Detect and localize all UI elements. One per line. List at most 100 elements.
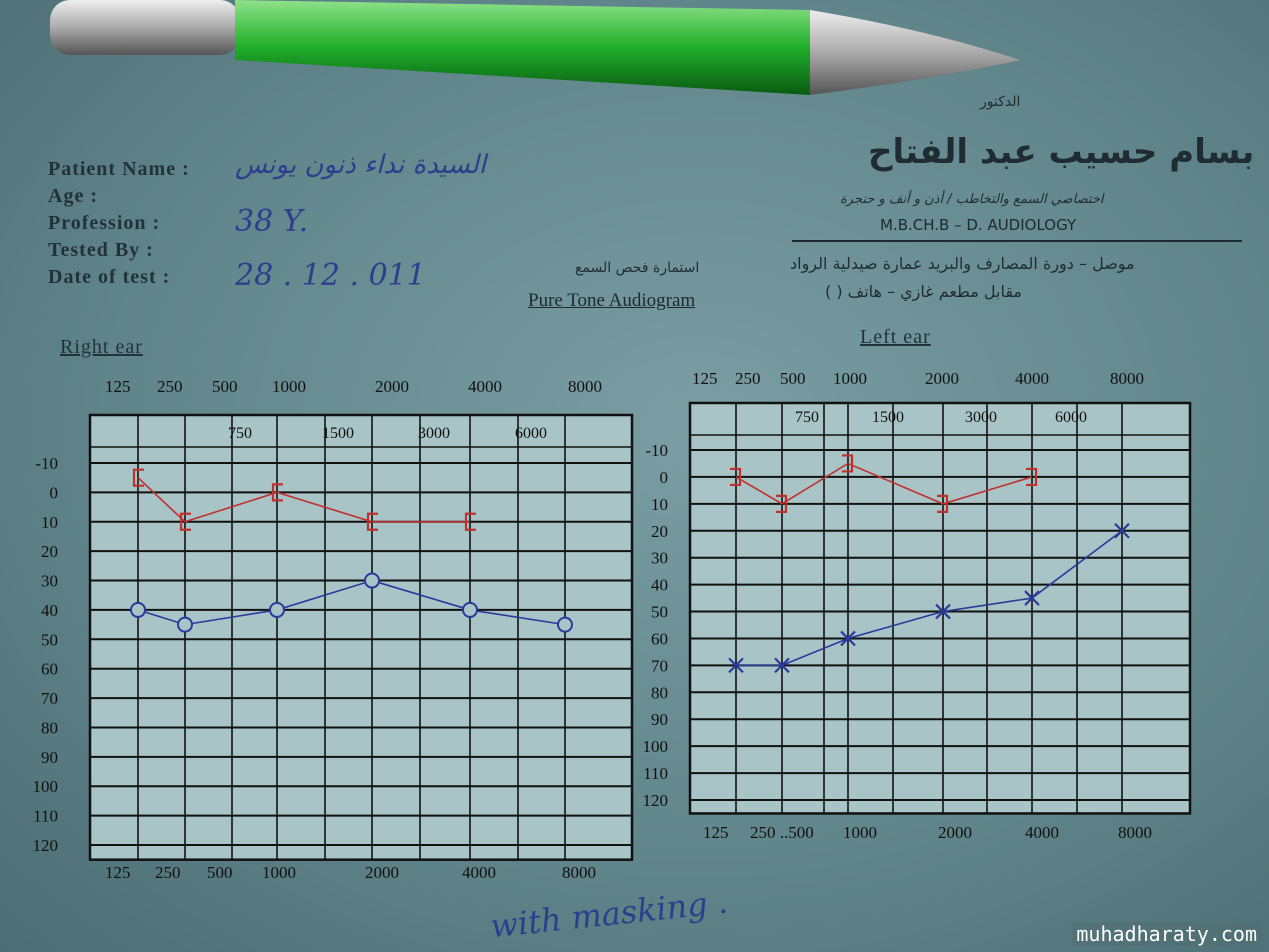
x-bottom-tick-label: 2000 [938,823,972,842]
specialty: اختصاصي السمع والتخاطب / أذن و أنف و حنج… [840,192,1104,207]
y-tick-label: 80 [651,683,668,702]
field-label: Age : [48,185,98,207]
y-tick-label: 20 [41,542,58,561]
bone-conduction-point [842,454,854,473]
bone-conduction-point [937,494,949,513]
y-tick-label: 50 [651,603,668,622]
x-bottom-tick-label: 8000 [1118,823,1152,842]
y-tick-label: 50 [41,630,58,649]
form-title-ar: استمارة فحص السمع [575,260,700,276]
x-bottom-tick-label: 500 [207,863,233,882]
bone-conduction-point [179,512,191,531]
y-tick-label: -10 [35,454,58,473]
x-tick-label: 500 [780,369,806,388]
x-tick-label: 2000 [925,369,959,388]
bone-conduction-point [132,468,144,487]
field-value: 28 . 12 . 011 [235,258,426,293]
y-tick-label: 60 [651,629,668,648]
y-tick-label: 30 [41,572,58,591]
x-tick-label: 500 [212,377,238,396]
x-mid-tick-label: 6000 [515,425,547,442]
x-tick-label: 4000 [468,377,502,396]
field-value: السيدة نداء ذنون يونس [235,150,486,180]
x-mid-tick-label: 750 [795,409,819,426]
series-line [137,477,470,523]
x-bottom-tick-label: 2000 [365,863,399,882]
x-mid-tick-label: 750 [228,425,252,442]
x-tick-label: 1000 [833,369,867,388]
air-conduction-point [1024,590,1040,606]
y-tick-label: 100 [643,737,669,756]
air-conduction-point [557,616,573,633]
degree: M.B.CH.B – D. AUDIOLOGY [880,216,1077,234]
x-bottom-tick-label: 250 [155,863,181,882]
x-tick-label: 8000 [1110,369,1144,388]
watermark: muhadharaty.com [1072,922,1261,946]
x-bottom-tick-label: 4000 [462,863,496,882]
field-label: Patient Name : [48,158,190,180]
x-bottom-tick-label: 4000 [1025,823,1059,842]
y-tick-label: 0 [660,468,669,487]
x-mid-tick-label: 1500 [872,409,904,426]
field-label: Profession : [48,212,161,234]
x-bottom-tick-label: 125 [105,863,131,882]
x-bottom-tick-label: 8000 [562,863,596,882]
bone-conduction-point [366,512,378,531]
left-ear-title: Left ear [860,326,931,348]
air-conduction-point [177,616,193,633]
address-line2: مقابل مطعم غازي – هاتف ( ) [825,282,1022,301]
x-bottom-tick-label: 1000 [843,823,877,842]
y-tick-label: 40 [651,576,668,595]
air-conduction-point [1114,522,1130,539]
form-title: Pure Tone Audiogram [528,290,696,311]
chart-frame [88,413,634,861]
y-tick-label: 20 [651,522,668,541]
field-label: Tested By : [48,239,154,261]
x-mid-tick-label: 6000 [1055,409,1087,426]
x-bottom-tick-label: 125 [703,823,729,842]
y-tick-label: 60 [41,660,58,679]
right-ear-title: Right ear [60,336,143,358]
y-tick-label: 110 [643,764,668,783]
bone-conduction-point [464,512,476,531]
y-tick-label: 90 [41,748,58,767]
x-bottom-tick-label: 250 ..500 [750,823,814,842]
y-tick-label: 120 [33,836,59,855]
field-label: Date of test : [48,266,171,288]
bone-conduction-point [271,483,283,502]
y-tick-label: 70 [41,689,58,708]
divider [792,240,1242,242]
y-tick-label: 110 [33,807,58,826]
y-tick-label: 120 [643,791,669,810]
x-tick-label: 1000 [272,377,306,396]
x-tick-label: 8000 [568,377,602,396]
y-tick-label: 10 [41,513,58,532]
field-value: 38 Y. [235,204,309,239]
air-conduction-point [774,657,790,674]
x-tick-label: 4000 [1015,369,1049,388]
doctor-name: بسام حسيب عبد الفتاح [868,132,1255,172]
bone-conduction-point [730,467,742,487]
air-conduction-point [269,601,285,618]
air-conduction-point [462,601,478,618]
x-tick-label: 125 [105,377,131,396]
y-tick-label: 70 [651,656,668,675]
air-conduction-point [728,657,744,674]
y-tick-label: 90 [651,710,668,729]
y-tick-label: 80 [41,718,58,737]
x-tick-label: 2000 [375,377,409,396]
air-conduction-point [130,601,146,618]
pen [50,0,1020,95]
y-tick-label: 40 [41,601,58,620]
x-bottom-tick-label: 1000 [262,863,296,882]
doctor-title: الدكتور [980,94,1021,110]
y-tick-label: -10 [645,441,668,460]
series-line [137,579,566,626]
series-line [736,530,1123,667]
series-line [735,462,1033,505]
bone-conduction-point [1026,467,1038,487]
y-tick-label: 10 [651,495,668,514]
address-line1: موصل – دورة المصارف والبريد عمارة صيدلية… [790,254,1135,273]
x-tick-label: 125 [692,369,718,388]
